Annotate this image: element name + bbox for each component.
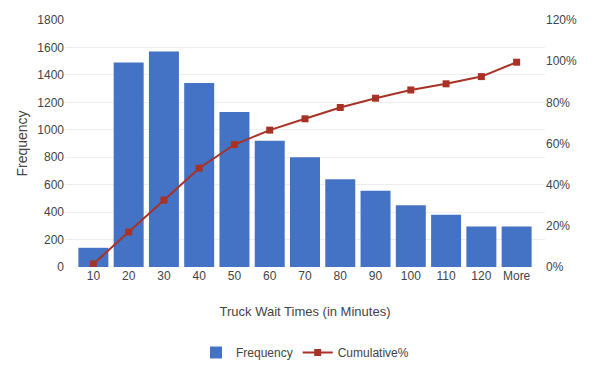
svg-text:120: 120 [471,269,491,283]
svg-text:20: 20 [122,269,136,283]
svg-text:600: 600 [44,178,64,192]
svg-text:200: 200 [44,233,64,247]
svg-text:60: 60 [263,269,277,283]
svg-text:70: 70 [298,269,312,283]
svg-text:More: More [503,269,531,283]
svg-text:1800: 1800 [37,13,64,27]
svg-text:10: 10 [87,269,101,283]
svg-text:80: 80 [334,269,348,283]
svg-text:Cumulative%: Cumulative% [338,346,409,360]
svg-text:Frequency: Frequency [14,110,30,176]
svg-text:90: 90 [369,269,383,283]
svg-text:110: 110 [437,269,456,283]
svg-text:40: 40 [193,269,207,283]
svg-text:40%: 40% [546,178,570,192]
svg-text:800: 800 [44,150,64,164]
svg-text:80%: 80% [546,96,570,110]
svg-text:120%: 120% [546,13,577,27]
svg-text:20%: 20% [546,219,570,233]
svg-text:50: 50 [228,269,242,283]
svg-text:100: 100 [401,269,421,283]
svg-text:0: 0 [57,260,64,274]
svg-text:100%: 100% [546,54,577,68]
svg-text:0%: 0% [546,260,564,274]
svg-text:1400: 1400 [37,68,64,82]
svg-text:400: 400 [44,205,64,219]
svg-text:60%: 60% [546,137,570,151]
svg-text:Frequency: Frequency [236,346,293,360]
svg-text:Truck Wait Times (in Minutes): Truck Wait Times (in Minutes) [220,304,391,319]
svg-text:1600: 1600 [37,41,64,55]
svg-text:1200: 1200 [37,96,64,110]
svg-text:30: 30 [157,269,171,283]
svg-text:1000: 1000 [37,123,64,137]
